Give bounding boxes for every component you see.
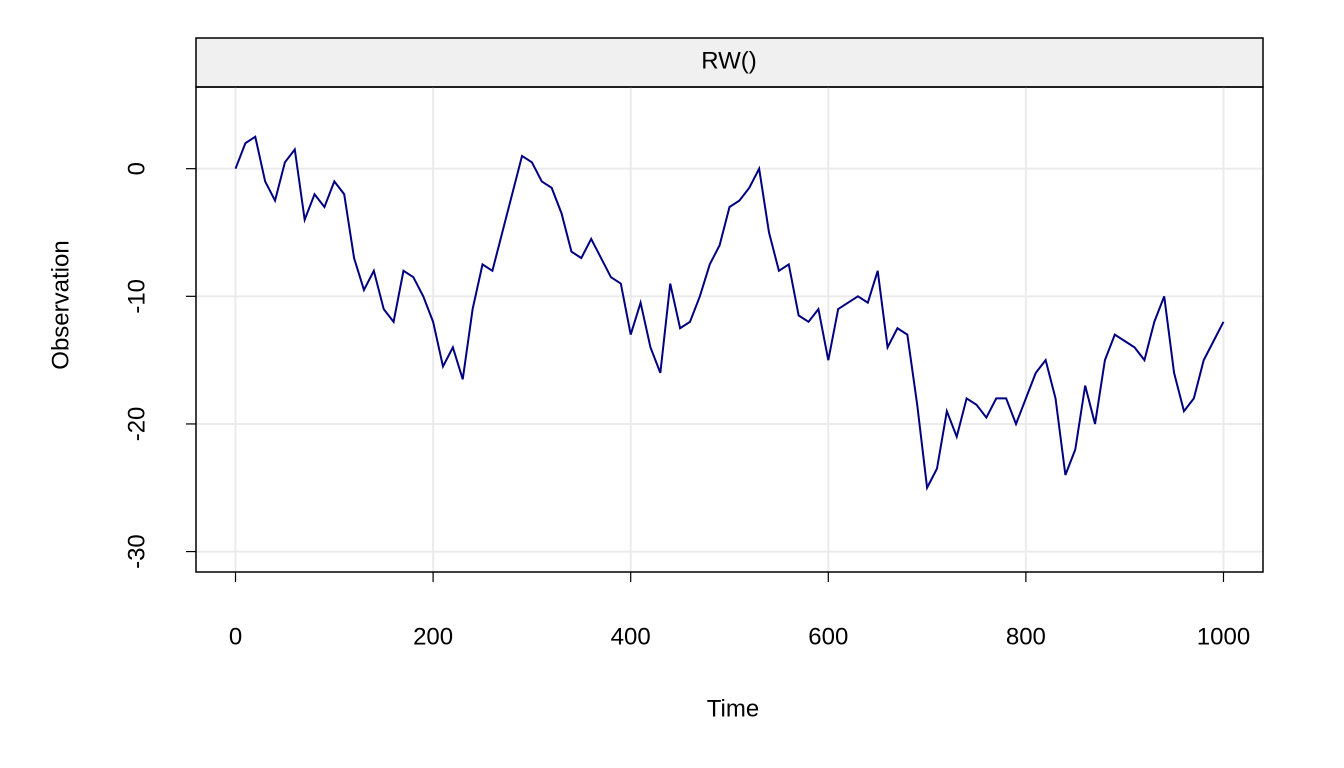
x-tick-label: 600 [808, 623, 848, 650]
x-tick-label: 1000 [1197, 623, 1250, 650]
x-tick-label: 200 [413, 623, 453, 650]
x-tick-label: 400 [611, 623, 651, 650]
y-tick-label: -30 [123, 534, 150, 569]
plot-frame [195, 86, 1264, 573]
chart-title: RW() [701, 47, 757, 74]
y-axis-label: Observation [47, 240, 74, 369]
y-tick-label: -20 [123, 407, 150, 442]
data-line [234, 135, 1225, 492]
y-tick-label: -10 [123, 279, 150, 314]
x-axis-label: Time [707, 695, 759, 722]
x-tick-label: 800 [1006, 623, 1046, 650]
x-tick-label: 0 [229, 623, 242, 650]
strip [195, 37, 1264, 88]
y-tick-label: 0 [123, 162, 150, 175]
